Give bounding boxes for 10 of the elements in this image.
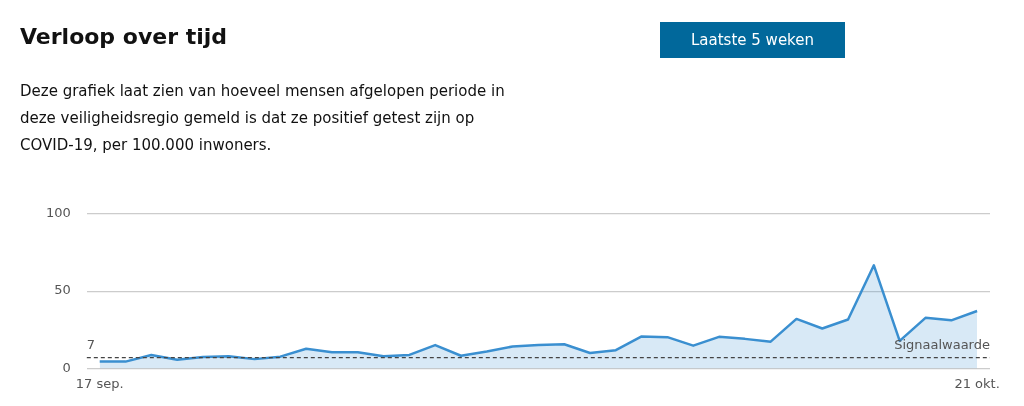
y-tick-label: 50 [54,282,71,298]
y-tick-label: 0 [62,359,71,375]
x-tick-label: 17 sep. [75,375,124,391]
chart-subtitle: Deze grafiek laat zien van hoeveel mensen afgelopen periode in deze veiligheidsregio gemeld is dat ze positief getest zijn op COVID-19, per 100.000 inwoners. [20,81,506,156]
y-tick-label: 100 [45,205,71,221]
x-tick-label: 21 okt. [954,375,1000,391]
chart-title: Verloop over tijd [20,24,228,49]
annotation: 7 [86,337,96,353]
ref-line-label: Signaalwaarde [894,337,990,353]
text: Laatste 5 weken [660,22,845,58]
